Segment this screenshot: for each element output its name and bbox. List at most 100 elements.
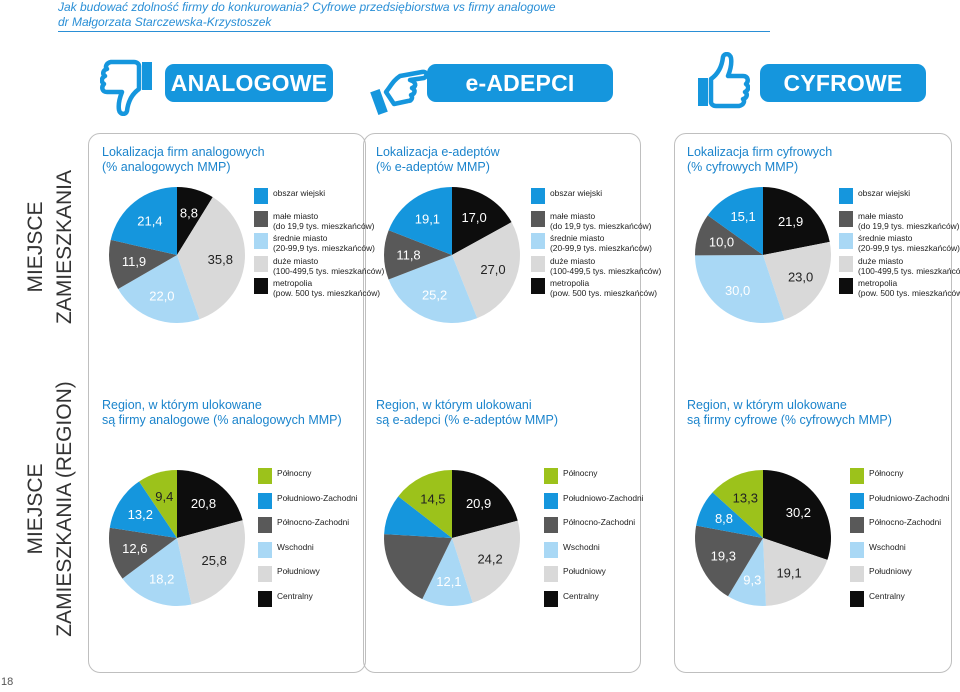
legend-item: Południowy: [850, 566, 912, 582]
legend-swatch: [258, 566, 272, 582]
legend-swatch: [850, 541, 864, 558]
chart-title-line1: Region, w którym ulokowani: [376, 398, 532, 412]
pie-data-label: 11,9: [122, 254, 146, 269]
legend-swatch: [531, 210, 545, 227]
chart-title-digital-location: Lokalizacja firm cyfrowych (% cyfrowych M…: [687, 145, 832, 175]
chart-title-line2: (% analogowych MMP): [102, 160, 231, 174]
panel-adept: [363, 133, 641, 673]
legend-swatch: [839, 210, 853, 227]
legend-label: metropolia (pow. 500 tys. mieszkańców): [273, 278, 381, 298]
legend-item: Centralny: [544, 590, 599, 607]
legend-item: Południowy: [544, 566, 606, 582]
pie-slice: [398, 470, 452, 538]
pie-data-label: 8,8: [715, 511, 733, 526]
legend-label: Wschodni: [563, 541, 600, 552]
legend-swatch: [254, 233, 268, 249]
legend-swatch: [531, 278, 545, 294]
legend-swatch: [850, 590, 864, 607]
legend-item: średnie miasto (20-99,9 tys. mieszkańców): [254, 233, 375, 253]
legend-label: Centralny: [277, 590, 313, 601]
pie-data-label: 35,8: [208, 252, 233, 267]
report-subtitle: Cyfrowe przedsiębiorstwa vs firmy analog…: [308, 0, 556, 14]
legend-swatch: [254, 278, 268, 294]
report-question: Jak budować zdolność firmy do konkurowan…: [58, 0, 309, 14]
legend-swatch: [839, 255, 853, 272]
legend-swatch: [258, 468, 272, 484]
pie-data-label: 19,3: [711, 548, 736, 563]
legend-item: średnie miasto (20-99,9 tys. mieszkańców): [531, 233, 652, 253]
chart-title-line1: Lokalizacja firm analogowych: [102, 145, 265, 159]
chart-title-line1: Region, w którym ulokowane: [687, 398, 847, 412]
pie-slice: [177, 187, 213, 255]
pie-data-label: 12,6: [122, 541, 147, 556]
legend-item: Centralny: [258, 590, 313, 607]
report-author: dr Małgorzata Starczewska-Krzystoszek: [58, 15, 272, 29]
pie-data-label: 20,8: [191, 496, 216, 511]
legend-swatch: [544, 541, 558, 558]
legend-label: Północny: [277, 468, 312, 478]
pie-chart-3: 20,8 25,8 18,212,6 13,29,4: [108, 470, 246, 606]
legend-item: małe miasto (do 19,9 tys. mieszkańców): [839, 210, 959, 231]
category-analog: ANALOGOWE: [165, 64, 333, 102]
legend-item: Południowy: [258, 566, 320, 582]
pie-data-label: 17,0: [461, 210, 486, 225]
pie-slice: [728, 538, 766, 606]
chart-title-analog-location: Lokalizacja firm analogowych (% analogowy…: [102, 145, 265, 175]
legend-item: Wschodni: [258, 541, 314, 558]
legend-item: obszar wiejski: [254, 188, 325, 204]
legend-swatch: [531, 233, 545, 249]
legend-label: obszar wiejski: [273, 188, 326, 198]
legend-swatch: [531, 255, 545, 272]
pie-slice: [763, 470, 831, 560]
chart-title-line2: (% e-adeptów MMP): [376, 160, 490, 174]
pie-data-label: 30,0: [725, 283, 750, 298]
pie-data-label: 13,3: [733, 491, 758, 506]
pie-slice: [452, 470, 518, 538]
legend-label: średnie miasto (20-99,9 tys. mieszkańców): [550, 233, 652, 253]
legend-swatch: [544, 517, 558, 533]
chart-title-digital-region: Region, w którym ulokowane są firmy cyfro…: [687, 398, 892, 428]
header-divider: [58, 31, 770, 32]
pie-data-label: 12,1: [436, 574, 461, 589]
legend-swatch: [850, 468, 864, 484]
pie-slice: [695, 525, 763, 597]
pie-data-label: 25,2: [422, 287, 447, 302]
legend-label: Północno-Zachodni: [869, 517, 942, 527]
pie-data-label: 9,3: [743, 573, 761, 588]
legend-label: Północno-Zachodni: [277, 517, 350, 527]
legend-swatch: [531, 188, 545, 204]
legend-label: Północny: [563, 468, 598, 478]
legend-swatch: [254, 210, 268, 227]
page-number: 18: [1, 676, 14, 688]
flat-hand-icon: [370, 69, 429, 115]
pie-slice: [122, 538, 192, 606]
chart-title-analog-region: Region, w którym ulokowane są firmy analo…: [102, 398, 342, 428]
legend-label: duże miasto (100-499,5 tys. mieszkańców): [550, 255, 662, 276]
pie-chart-2: 21,9 23,0 30,0 10,0 15,1: [694, 187, 831, 324]
pie-slice: [177, 197, 246, 320]
legend-item: obszar wiejski: [531, 188, 602, 204]
chart-title-line1: Region, w którym ulokowane: [102, 398, 262, 412]
legend-item: Południowo-Zachodni: [258, 492, 358, 509]
legend-item: metropolia (pow. 500 tys. mieszkańców): [839, 278, 960, 298]
pie-data-label: 11,8: [396, 247, 420, 262]
legend-swatch: [258, 492, 272, 509]
pie-slice: [384, 534, 452, 600]
pie-data-label: 21,9: [778, 214, 803, 229]
legend-swatch: [254, 188, 268, 204]
pie-chart-4: 20,9 24,2 12,1 14,5: [384, 470, 521, 606]
pie-slice: [763, 241, 831, 320]
legend-swatch: [839, 188, 853, 204]
pie-slice: [177, 520, 246, 605]
legend-swatch: [544, 590, 558, 607]
category-digital: CYFROWE: [760, 64, 926, 102]
legend-label: średnie miasto (20-99,9 tys. mieszkańców): [858, 233, 960, 253]
pie-data-label: 24,2: [477, 552, 502, 567]
pie-slice: [139, 470, 177, 538]
legend-item: małe miasto (do 19,9 tys. mieszkańców): [531, 210, 651, 231]
legend-label: Centralny: [869, 590, 905, 601]
legend-item: Północno-Zachodni: [850, 517, 941, 533]
pie-slice: [696, 492, 763, 538]
pie-data-label: 14,5: [420, 491, 445, 506]
